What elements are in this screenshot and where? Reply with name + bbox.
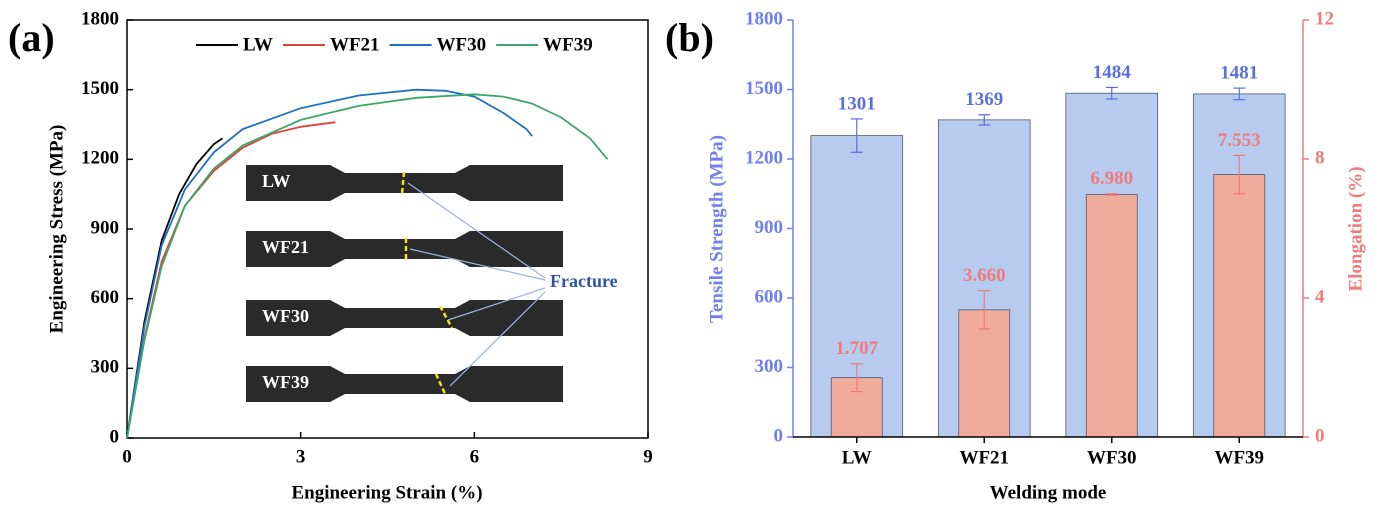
error-bar bbox=[1105, 86, 1118, 100]
line-series bbox=[126, 88, 533, 439]
y2-tick-label: 8 bbox=[1315, 147, 1325, 168]
error-bar bbox=[1105, 193, 1118, 196]
y-tick-label: 1500 bbox=[745, 78, 783, 99]
line-series bbox=[126, 137, 223, 439]
x-axis-label: Welding mode bbox=[990, 482, 1107, 503]
x-tick-label: 9 bbox=[643, 446, 653, 467]
bar bbox=[958, 309, 1011, 438]
error-bar bbox=[850, 363, 863, 393]
plot-frame bbox=[126, 19, 649, 439]
y2-axis-label: Elongation (%) bbox=[1345, 166, 1366, 291]
y2-tick-label: 4 bbox=[1315, 286, 1325, 307]
specimen bbox=[246, 165, 563, 201]
y-tick-label: 900 bbox=[91, 217, 120, 238]
bar bbox=[1085, 194, 1138, 438]
y2-tick-label: 12 bbox=[1315, 8, 1334, 29]
y-tick-label: 900 bbox=[755, 217, 784, 238]
legend-label: LW bbox=[243, 34, 273, 55]
fracture-line bbox=[400, 171, 406, 195]
panel-label: (a) bbox=[8, 15, 55, 60]
y-axis-label: Tensile Strength (MPa) bbox=[706, 135, 727, 323]
value-label: 1481 bbox=[1220, 62, 1258, 83]
y-tick-label: 1800 bbox=[745, 8, 783, 29]
x-tick-label: WF21 bbox=[959, 447, 1009, 468]
y-tick-label: 0 bbox=[110, 426, 120, 447]
y2-tick-label: 0 bbox=[1315, 425, 1325, 446]
inset-photo: LW WF21 WF30 WF39 Fracture bbox=[246, 165, 618, 402]
fracture-line bbox=[434, 373, 448, 397]
legend-label: WF30 bbox=[437, 34, 487, 55]
y-tick-label: 0 bbox=[774, 425, 784, 446]
x-tick-label: 6 bbox=[470, 446, 480, 467]
x-tick-label: WF39 bbox=[1214, 447, 1264, 468]
bar bbox=[1213, 174, 1266, 438]
inset-label: WF30 bbox=[262, 306, 309, 326]
error-bar bbox=[1233, 154, 1246, 195]
y-tick-label: 600 bbox=[91, 287, 120, 308]
inset-label: WF21 bbox=[262, 237, 309, 257]
specimen bbox=[246, 231, 563, 267]
y-tick-label: 300 bbox=[91, 357, 120, 378]
inset-label: LW bbox=[262, 171, 290, 191]
value-label: 7.553 bbox=[1218, 130, 1261, 151]
specimen bbox=[246, 366, 563, 402]
y-tick-label: 300 bbox=[755, 356, 784, 377]
specimen bbox=[246, 300, 563, 336]
y-tick-label: 1200 bbox=[745, 147, 783, 168]
y-axis-label: Engineering Stress (MPa) bbox=[46, 125, 67, 334]
error-bar bbox=[850, 118, 863, 153]
inset-label: WF39 bbox=[262, 372, 309, 392]
error-bar bbox=[1233, 87, 1246, 101]
error-bar bbox=[978, 290, 991, 330]
y-tick-label: 1800 bbox=[81, 8, 119, 29]
annotation: Fracture bbox=[550, 271, 618, 291]
legend-label: WF39 bbox=[543, 34, 593, 55]
value-label: 6.980 bbox=[1090, 168, 1133, 189]
value-label: 3.660 bbox=[963, 265, 1006, 286]
y-tick-label: 600 bbox=[755, 286, 784, 307]
x-tick-label: 3 bbox=[296, 446, 306, 467]
x-axis-label: Engineering Strain (%) bbox=[291, 482, 482, 503]
panel-label: (b) bbox=[665, 15, 714, 60]
value-label: 1369 bbox=[965, 89, 1003, 110]
line-series bbox=[126, 93, 609, 439]
y-tick-label: 1200 bbox=[81, 148, 119, 169]
x-tick-label: WF30 bbox=[1087, 447, 1137, 468]
x-tick-label: 0 bbox=[122, 446, 132, 467]
fracture-line bbox=[438, 305, 454, 329]
value-label: 1.707 bbox=[835, 338, 878, 359]
value-label: 1484 bbox=[1093, 62, 1132, 83]
x-tick-label: LW bbox=[842, 447, 872, 468]
legend-label: WF21 bbox=[330, 34, 380, 55]
error-bar bbox=[978, 114, 991, 126]
value-label: 1301 bbox=[838, 93, 876, 114]
y-tick-label: 1500 bbox=[81, 78, 119, 99]
